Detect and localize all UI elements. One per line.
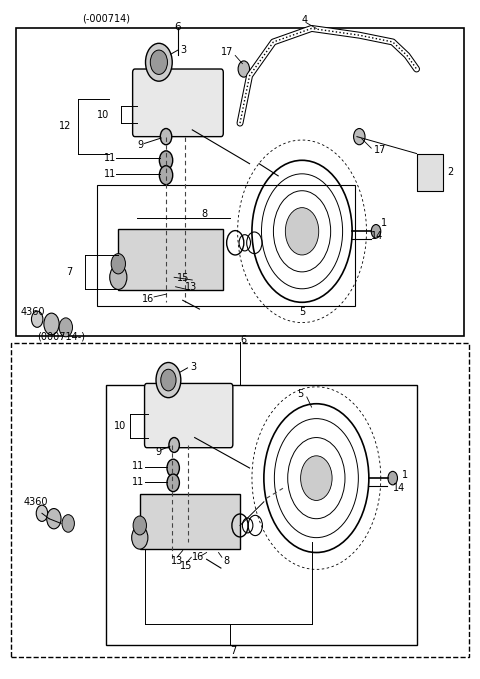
Text: (000714-): (000714-) [37, 331, 85, 341]
Bar [11, 343, 469, 657]
Text: 6: 6 [240, 335, 246, 344]
Circle shape [132, 526, 148, 549]
Circle shape [62, 515, 74, 532]
Text: 3: 3 [190, 362, 196, 372]
Circle shape [133, 516, 146, 535]
Circle shape [32, 311, 43, 327]
Text: 1: 1 [402, 470, 408, 480]
Circle shape [47, 509, 61, 529]
Circle shape [145, 43, 172, 81]
Text: 16: 16 [192, 552, 204, 562]
Circle shape [160, 128, 172, 145]
Text: 10: 10 [114, 421, 126, 431]
Text: 15: 15 [180, 561, 193, 571]
Text: 4360: 4360 [21, 308, 45, 318]
Bar [97, 185, 355, 306]
Text: 11: 11 [104, 169, 116, 179]
Circle shape [371, 225, 381, 238]
Text: 1: 1 [381, 217, 387, 227]
Text: 11: 11 [132, 461, 144, 471]
Text: 4360: 4360 [24, 497, 48, 507]
Text: (-000714): (-000714) [83, 14, 131, 23]
Bar [118, 230, 223, 290]
Bar [107, 385, 417, 645]
Text: 8: 8 [223, 556, 229, 566]
Text: 5: 5 [297, 388, 303, 399]
Text: 17: 17 [373, 145, 386, 155]
Circle shape [110, 265, 127, 289]
Text: 9: 9 [137, 140, 144, 150]
FancyBboxPatch shape [144, 384, 233, 447]
Circle shape [159, 166, 173, 185]
Text: 8: 8 [202, 209, 208, 219]
Text: 16: 16 [142, 294, 155, 304]
Bar [417, 153, 443, 191]
Text: 4: 4 [302, 16, 308, 25]
Circle shape [167, 474, 180, 492]
Text: 15: 15 [177, 273, 190, 283]
Circle shape [388, 471, 397, 485]
Text: 13: 13 [185, 282, 197, 293]
Circle shape [161, 369, 176, 391]
Text: 14: 14 [393, 483, 405, 493]
Circle shape [354, 128, 365, 145]
FancyBboxPatch shape [132, 69, 223, 136]
Circle shape [238, 61, 250, 77]
Circle shape [59, 318, 72, 337]
Bar [140, 494, 240, 549]
Circle shape [285, 208, 319, 255]
Text: 14: 14 [371, 231, 384, 241]
Text: 6: 6 [175, 22, 181, 32]
Text: 17: 17 [221, 47, 233, 57]
Circle shape [169, 437, 180, 452]
Circle shape [167, 459, 180, 477]
Text: 9: 9 [155, 447, 161, 457]
Text: 12: 12 [59, 122, 71, 132]
Text: 11: 11 [104, 153, 116, 163]
Text: 13: 13 [171, 556, 183, 566]
Text: 7: 7 [66, 267, 72, 277]
Circle shape [36, 505, 48, 521]
Circle shape [150, 50, 168, 75]
Text: 2: 2 [447, 168, 454, 177]
Circle shape [111, 254, 125, 274]
Circle shape [300, 456, 332, 500]
Circle shape [156, 363, 181, 398]
Bar [16, 29, 464, 336]
Text: 5: 5 [300, 308, 306, 318]
Text: 3: 3 [180, 45, 186, 55]
Text: 10: 10 [97, 110, 109, 120]
Text: 11: 11 [132, 477, 144, 487]
Circle shape [159, 151, 173, 170]
Text: 7: 7 [230, 646, 237, 655]
Circle shape [44, 313, 59, 335]
